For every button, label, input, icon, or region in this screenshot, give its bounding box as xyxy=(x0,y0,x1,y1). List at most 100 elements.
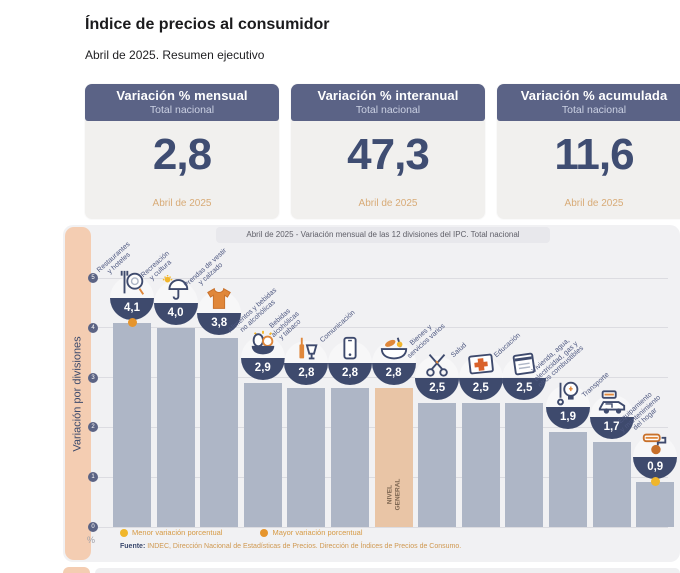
division-bar xyxy=(243,382,282,527)
kpi-card-header: Variación % mensual Total nacional xyxy=(85,84,279,121)
kpi-title: Variación % interanual xyxy=(317,88,459,103)
division-badge: 0,9 xyxy=(633,433,678,480)
next-section-band xyxy=(63,567,90,573)
division-bar xyxy=(331,387,369,527)
division-bar xyxy=(156,327,195,527)
kpi-value: 11,6 xyxy=(554,130,634,179)
axis-tick: 2 xyxy=(88,422,98,433)
division-value: 2,8 xyxy=(371,362,416,385)
chart-panel: Variación por divisiones Abril de 2025 -… xyxy=(63,225,680,562)
kpi-value: 47,3 xyxy=(347,130,430,179)
division-value: 2,9 xyxy=(240,357,285,380)
kpi-card-yearly: Variación % interanual Total nacional 47… xyxy=(291,84,485,219)
axis-tick: 3 xyxy=(88,372,98,383)
division-value: 1,9 xyxy=(546,407,590,430)
legend-label: Menor variación porcentual xyxy=(132,528,223,537)
division-bar xyxy=(549,432,587,527)
division-badge: 2,9 xyxy=(240,330,285,380)
division-badge: 2,5 xyxy=(415,353,460,400)
food-icon xyxy=(248,329,278,359)
roller-icon xyxy=(640,428,670,458)
division-value: 2,8 xyxy=(328,362,372,385)
kpi-card-monthly: Variación % mensual Total nacional 2,8 A… xyxy=(85,84,279,219)
division-value: 2,5 xyxy=(458,377,503,400)
axis-unit-label: % xyxy=(87,535,96,545)
legend-item-min: Menor variación porcentual xyxy=(120,528,222,537)
gridline xyxy=(93,327,668,329)
kpi-scope: Total nacional xyxy=(561,104,627,116)
legend-item-max: Mayor variación porcentual xyxy=(260,528,363,537)
division-value: 3,8 xyxy=(197,312,242,335)
kpi-scope: Total nacional xyxy=(149,104,215,116)
kpi-card-header: Variación % interanual Total nacional xyxy=(291,84,485,121)
division-badge: 3,8 xyxy=(197,287,242,335)
kpi-period: Abril de 2025 xyxy=(358,198,418,209)
source-note: Fuente: INDEC, Dirección Nacional de Est… xyxy=(120,543,461,550)
axis-tick: 1 xyxy=(88,472,98,483)
page-title: Índice de precios al consumidor xyxy=(85,16,330,33)
kpi-scope: Total nacional xyxy=(355,104,421,116)
division-badge: 2,5 xyxy=(502,352,547,400)
scissors-icon xyxy=(422,349,452,379)
chart-legend: Menor variación porcentual Mayor variaci… xyxy=(120,528,401,537)
kpi-card-header: Variación % acumulada Total nacional xyxy=(497,84,680,121)
division-value: 4,0 xyxy=(153,302,198,325)
division-badge: 2,8 xyxy=(284,337,329,385)
chart-title: Abril de 2025 - Variación mensual de las… xyxy=(216,227,550,243)
division-bar xyxy=(200,337,239,527)
kpi-period: Abril de 2025 xyxy=(152,198,212,209)
division-value: 1,7 xyxy=(589,417,634,440)
bulb-icon xyxy=(553,378,583,408)
nivel-general-label: NIVEL GENERAL xyxy=(386,478,401,511)
phone-icon xyxy=(335,334,365,364)
source-text: INDEC, Dirección Nacional de Estadística… xyxy=(147,543,462,550)
basket-icon xyxy=(379,334,409,364)
division-badge: 2,8 xyxy=(371,337,416,385)
axis-tick: 5 xyxy=(88,273,98,283)
min-marker-dot xyxy=(120,528,128,537)
book-icon xyxy=(509,349,539,379)
division-value: 2,5 xyxy=(502,377,547,400)
division-value: 0,9 xyxy=(633,457,678,480)
division-badge: 4,0 xyxy=(153,274,198,325)
gridline xyxy=(93,277,668,279)
clothing-icon xyxy=(204,284,234,314)
kpi-value: 2,8 xyxy=(152,130,212,179)
division-bar xyxy=(636,482,675,527)
division-badge: 2,5 xyxy=(458,353,503,400)
division-bar xyxy=(592,442,631,527)
alcohol-icon xyxy=(291,334,321,364)
gridline xyxy=(93,526,668,528)
restaurant-icon xyxy=(117,269,147,299)
axis-tick: 4 xyxy=(88,322,98,333)
division-value: 2,8 xyxy=(284,362,329,385)
kpi-title: Variación % mensual xyxy=(116,88,248,103)
division-bar xyxy=(287,387,326,527)
min-marker-dot xyxy=(650,477,660,487)
division-bar xyxy=(461,402,500,527)
car-icon xyxy=(597,388,627,418)
division-badge: 1,7 xyxy=(589,390,634,440)
y-axis-band: Variación por divisiones xyxy=(65,227,91,560)
nivel-general-bar xyxy=(374,387,413,527)
max-marker-dot xyxy=(260,528,269,537)
kpi-card-accumulated: Variación % acumulada Total nacional 11,… xyxy=(497,84,680,219)
source-label: Fuente: xyxy=(120,543,146,550)
legend-label: Mayor variación porcentual xyxy=(272,528,363,537)
division-badge: 4,1 xyxy=(110,270,154,320)
division-badge: 2,8 xyxy=(328,336,372,385)
health-cross-icon xyxy=(466,349,496,379)
kpi-title: Variación % acumulada xyxy=(520,88,668,103)
division-bar xyxy=(113,322,151,527)
division-bar xyxy=(505,402,544,527)
next-section-strip xyxy=(95,568,680,573)
axis-tick: 0 xyxy=(88,522,98,532)
division-value: 4,1 xyxy=(110,297,154,320)
bar-chart-plot: 0 1 2 3 4 5% 4,1 Restaurantes y hoteles 4,0 Recre… xyxy=(63,225,680,562)
page-subtitle: Abril de 2025. Resumen ejecutivo xyxy=(85,48,265,62)
division-value: 2,5 xyxy=(415,377,460,400)
kpi-cards-row: Variación % mensual Total nacional 2,8 A… xyxy=(85,84,680,219)
kpi-period: Abril de 2025 xyxy=(564,198,624,209)
division-bar xyxy=(418,402,457,527)
